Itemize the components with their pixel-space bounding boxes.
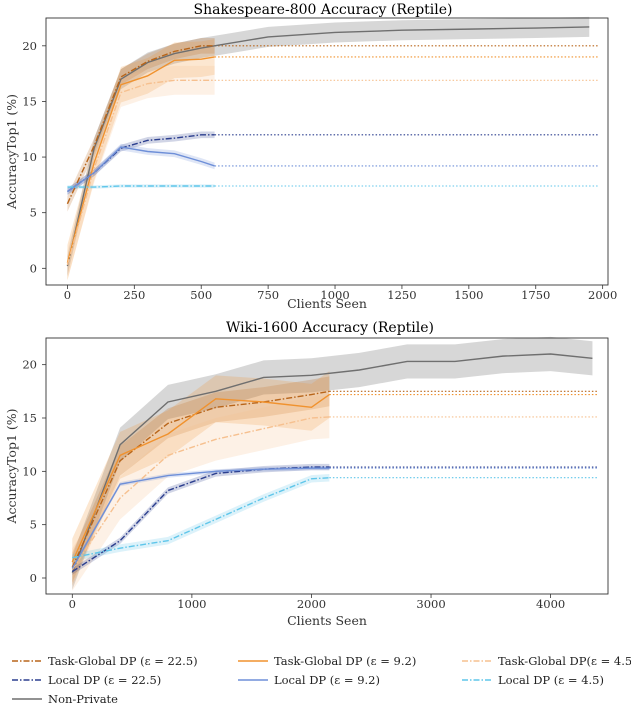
series-line [66,26,590,267]
y-axis-label: AccuracyTop1 (%) [4,94,19,210]
x-tick-label: 1750 [521,288,550,302]
x-tick-label: 0 [69,597,76,611]
series-line [67,134,215,193]
y-tick-label: 5 [30,518,37,532]
series-line [71,390,330,568]
confidence-band [67,143,215,195]
x-tick-label: 500 [190,288,212,302]
confidence-band [67,65,215,280]
legend-label: Task-Global DP(ε = 4.5) [498,654,631,668]
legend: Task-Global DP (ε = 22.5) Task-Global DP … [12,654,631,706]
x-tick-label: 1000 [177,597,206,611]
x-tick-label: 2000 [297,597,326,611]
y-tick-label: 10 [22,150,37,164]
legend-item: Task-Global DP (ε = 22.5) [12,654,198,668]
confidence-band [67,38,215,212]
x-tick-label: 750 [257,288,279,302]
x-tick-label: 1250 [387,288,416,302]
legend-label: Task-Global DP (ε = 9.2) [274,654,416,668]
legend-label: Non-Private [48,692,118,706]
series-line [67,185,215,188]
y-tick-label: 15 [22,411,37,425]
series-line [66,56,215,263]
confidence-band [72,395,330,591]
confidence-band [72,474,330,562]
y-axis-label: AccuracyTop1 (%) [4,408,19,524]
series-line [67,146,215,193]
x-tick-label: 250 [123,288,145,302]
y-tick-label: 15 [22,94,37,108]
y-tick-label: 5 [30,206,37,220]
series-line [71,393,330,563]
legend-item: Local DP (ε = 22.5) [12,673,161,687]
legend-label: Local DP (ε = 22.5) [48,673,161,687]
series-line [66,79,215,266]
series-line [71,467,330,569]
confidence-band [72,336,593,590]
plot-frame [45,337,609,595]
x-tick-label: 2000 [588,288,617,302]
legend-label: Task-Global DP (ε = 22.5) [48,654,198,668]
series-line [71,466,330,573]
confidence-band [72,376,330,583]
chart-title: Shakespeare-800 Accuracy (Reptile) [193,2,452,18]
legend-item: Non-Private [12,692,118,706]
legend-item: Local DP (ε = 9.2) [238,673,380,687]
series-line [71,353,593,573]
y-tick-label: 0 [30,261,37,275]
x-axis-label: Clients Seen [287,613,367,628]
chart-panel-2: Wiki-1600 Accuracy (Reptile) 0 1000 2000 300… [4,320,609,628]
x-tick-label: 1500 [454,288,483,302]
confidence-band [67,131,215,195]
chart-panel-1: Shakespeare-800 Accuracy (Reptile)0 250 50… [4,2,617,311]
plot-frame [45,17,609,286]
y-tick-label: 0 [30,571,37,585]
confidence-band [72,371,330,586]
series-line [71,416,330,570]
legend-label: Local DP (ε = 4.5) [498,673,604,687]
x-tick-label: 1000 [320,288,349,302]
y-tick-label: 20 [22,39,37,53]
y-tick-label: 10 [22,464,37,478]
legend-item: Task-Global DP(ε = 4.5) [462,654,631,668]
chart-title: Wiki-1600 Accuracy (Reptile) [226,320,434,336]
x-tick-label: 4000 [536,597,565,611]
x-tick-label: 0 [64,288,71,302]
legend-item: Task-Global DP (ε = 9.2) [238,654,416,668]
legend-label: Local DP (ε = 9.2) [274,673,380,687]
x-tick-label: 3000 [416,597,445,611]
series-line [72,477,330,559]
x-axis-label: Clients Seen [287,296,367,311]
legend-item: Local DP (ε = 4.5) [462,673,604,687]
y-tick-label: 20 [22,358,37,372]
